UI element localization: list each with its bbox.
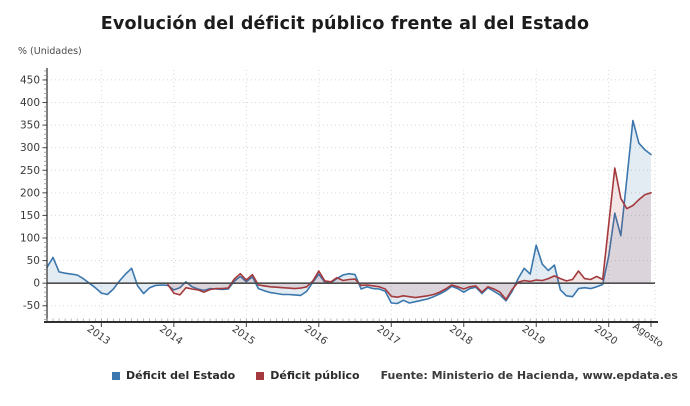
x-tick-label: 2016 — [302, 324, 329, 348]
y-tick-label: 350 — [20, 120, 40, 132]
publico-line-series — [167, 167, 652, 301]
legend-item-deficit-estado[interactable]: Déficit del Estado — [112, 369, 235, 382]
y-axis-unit-label: % (Unidades) — [18, 46, 82, 57]
y-tick-label: 200 — [20, 187, 40, 199]
legend-item-deficit-publico[interactable]: Déficit público — [256, 369, 360, 382]
x-tick-label: 2013 — [85, 324, 112, 348]
x-tick-label: 2015 — [230, 324, 257, 348]
estado-series-swatch-icon — [112, 371, 120, 380]
x-tick-label: 2018 — [447, 324, 474, 348]
x-tick-label: 2020 — [592, 324, 619, 348]
y-tick-label: 450 — [20, 74, 40, 86]
chart-legend: Déficit del Estado Déficit público Fuent… — [112, 369, 678, 382]
y-tick-label: 250 — [20, 165, 40, 177]
estado-area-fill — [47, 120, 651, 304]
estado-line-series — [46, 119, 652, 305]
x-tick-label: 2017 — [375, 324, 402, 348]
chart-title: Evolución del déficit público frente al … — [100, 14, 590, 34]
y-tick-label: 50 — [27, 255, 40, 267]
y-tick-label: 150 — [20, 210, 40, 222]
y-tick-label: 300 — [20, 142, 40, 154]
y-tick-label: 100 — [20, 233, 40, 245]
x-tick-label: 2019 — [520, 324, 547, 348]
line-chart-canvas: -50 0 50 100 150 200 250 300 350 400 450 2013 2014 20… — [20, 68, 666, 350]
y-tick-label: 400 — [20, 97, 40, 109]
legend-label-estado: Déficit del Estado — [126, 369, 236, 382]
y-tick-label: -50 — [23, 300, 40, 312]
x-tick-label: Agosto — [631, 321, 666, 350]
source-attribution: Fuente: Ministerio de Hacienda, www.epda… — [380, 369, 678, 382]
publico-series-swatch-icon — [256, 371, 265, 380]
x-tick-label: 2014 — [157, 324, 184, 348]
publico-area-fill — [167, 168, 652, 300]
y-tick-label: 0 — [33, 278, 40, 290]
legend-label-publico: Déficit público — [270, 369, 360, 382]
